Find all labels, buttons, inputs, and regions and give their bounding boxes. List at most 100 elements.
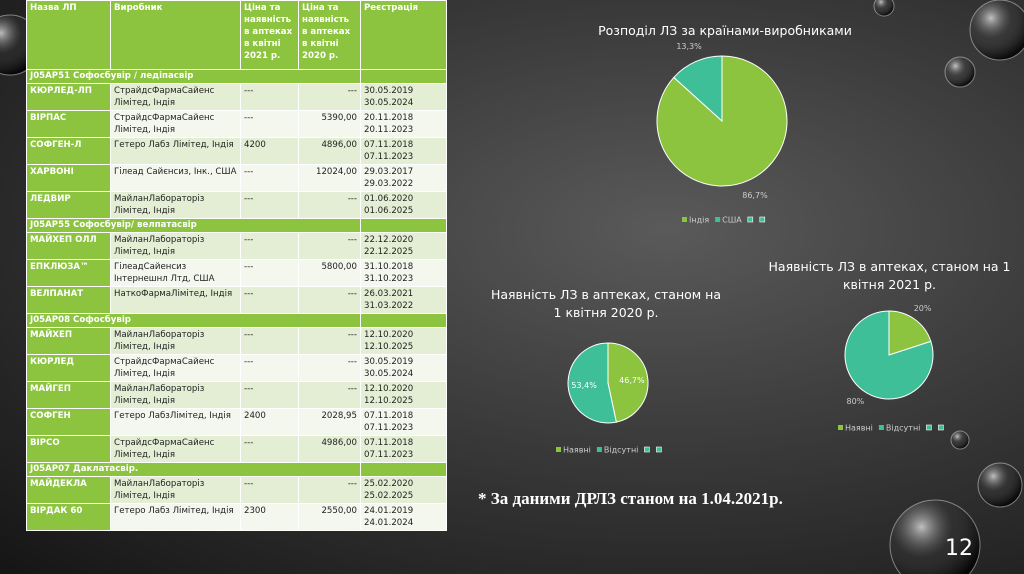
name-cell: МАЙГЕП	[26, 381, 111, 409]
date: 31.03.2022	[364, 301, 414, 311]
footnote: * За даними ДРЛЗ станом на 1.04.2021р.	[478, 489, 783, 508]
date-cell: 12.10.2020 12.10.2025	[360, 327, 447, 355]
cell: ---	[298, 381, 361, 409]
cell: ---	[240, 164, 299, 192]
date: 29.03.2022	[364, 179, 414, 189]
group-row: J05AP08 Софосбувір	[26, 313, 447, 328]
cell: ---	[240, 286, 299, 314]
group-cell	[360, 218, 447, 233]
name-cell: ЕПКЛЮЗА™	[26, 259, 111, 287]
cell: ГілеадСайенсиз Інтернешнл Лтд, США	[110, 259, 241, 287]
cell: 2300	[240, 503, 299, 531]
name-cell: ВІРПАС	[26, 110, 111, 138]
group-row: J05AP51 Софосбувір / ледіпасвір	[26, 69, 447, 84]
group-cell	[360, 69, 447, 84]
legend-marker	[715, 217, 721, 222]
cell: ---	[240, 110, 299, 138]
cell: ---	[298, 286, 361, 314]
cell: МайланЛабораторіз Лімітед, Індія	[110, 476, 241, 504]
name-cell: ЛЕДВИР	[26, 191, 111, 219]
header-row: Назва ЛП Виробник Ціна та наявність в апте…	[26, 0, 447, 70]
date-cell: 22.12.2020 22.12.2025	[360, 232, 447, 260]
date: 29.03.2017	[364, 167, 414, 177]
cell: ---	[298, 354, 361, 382]
data-row: ВЕЛПАНАТ НаткоФармаЛімітед, Індія --- --- 26…	[26, 286, 447, 314]
legend-marker	[759, 216, 766, 223]
date: 22.12.2025	[364, 247, 414, 257]
cell: ---	[240, 83, 299, 111]
legend-marker	[926, 424, 932, 431]
pie-slice	[673, 55, 723, 123]
date: 12.10.2020	[364, 330, 414, 340]
date: 20.11.2023	[364, 125, 414, 135]
cell: 5800,00	[298, 259, 361, 287]
date: 30.05.2024	[364, 98, 414, 108]
cell: ---	[240, 191, 299, 219]
date: 20.11.2018	[364, 113, 414, 123]
legend-marker	[838, 425, 843, 430]
date: 24.01.2019	[364, 506, 414, 516]
legend-label: Індія	[689, 216, 709, 225]
legend-marker	[556, 447, 561, 452]
data-label: 20%	[914, 304, 932, 313]
date: 30.05.2019	[364, 357, 414, 367]
pie-slice	[607, 342, 649, 423]
date: 30.05.2024	[364, 369, 414, 379]
date-cell: 26.03.2021 31.03.2022	[360, 286, 447, 314]
data-row: ВІРПАС СтрайдсФармаСайенс Лімітед, Індія -…	[26, 110, 447, 138]
cell: ---	[298, 191, 361, 219]
data-label: 46,7%	[619, 376, 645, 385]
date: 12.10.2025	[364, 396, 414, 406]
cell: ---	[240, 476, 299, 504]
data-row: ВІРДАК 60 Гетеро Лабз Лімітед, Індія 2300 2…	[26, 503, 447, 531]
date: 25.02.2020	[364, 479, 414, 489]
data-label: 86,7%	[742, 191, 768, 200]
header-cell: Назва ЛП	[26, 0, 111, 70]
group-cell	[360, 313, 447, 328]
data-label: 13,3%	[676, 42, 702, 51]
name-cell: ХАРВОНІ	[26, 164, 111, 192]
cell: ---	[298, 232, 361, 260]
legend-marker	[644, 446, 650, 453]
chart-title: Розподіл ЛЗ за країнами-виробниками	[598, 23, 852, 38]
data-row: ЕПКЛЮЗА™ ГілеадСайенсиз Інтернешнл Лтд, С…	[26, 259, 447, 287]
legend-marker	[656, 446, 662, 453]
group-cell: J05AP08 Софосбувір	[26, 313, 361, 328]
date: 12.10.2025	[364, 342, 414, 352]
date: 22.12.2020	[364, 235, 414, 245]
cell: ---	[240, 259, 299, 287]
date: 30.05.2019	[364, 86, 414, 96]
name-cell: МАЙХЕП ОЛЛ	[26, 232, 111, 260]
data-row: КЮРЛЕД-ЛП СтрайдсФармаСайенс Лімітед, Інд…	[26, 83, 447, 111]
data-row: МАЙДЕКЛА МайланЛабораторіз Лімітед, Індія…	[26, 476, 447, 504]
cell: СтрайдсФармаСайенс Лімітед, Індія	[110, 83, 241, 111]
header-cell: Виробник	[110, 0, 241, 70]
date: 31.10.2023	[364, 274, 414, 284]
data-row: МАЙХЕП ОЛЛ МайланЛабораторіз Лімітед, Інд…	[26, 232, 447, 260]
name-cell: КЮРЛЕД	[26, 354, 111, 382]
date: 25.02.2025	[364, 491, 414, 501]
cell: СтрайдсФармаСайенс Лімітед, Індія	[110, 354, 241, 382]
chart-title: Наявність ЛЗ в аптеках, станом на 1 квіт…	[768, 259, 1011, 292]
name-cell: ВЕЛПАНАТ	[26, 286, 111, 314]
data-row: СОФГЕН-Л Гетеро Лабз Лімітед, Індія 4200 48…	[26, 137, 447, 165]
date: 24.01.2024	[364, 518, 414, 528]
date-cell: 24.01.2019 24.01.2024	[360, 503, 447, 531]
cell: НаткоФармаЛімітед, Індія	[110, 286, 241, 314]
cell: МайланЛабораторіз Лімітед, Індія	[110, 191, 241, 219]
date: 12.10.2020	[364, 384, 414, 394]
data-label: 53,4%	[571, 381, 597, 390]
data-row: МАЙХЕП МайланЛабораторіз Лімітед, Індія --…	[26, 327, 447, 355]
legend-label: США	[722, 216, 742, 225]
data-row: МАЙГЕП МайланЛабораторіз Лімітед, Індія --…	[26, 381, 447, 409]
date-cell: 07.11.2018 07.11.2023	[360, 408, 447, 436]
cell: Гетеро ЛабзЛімітед, Індія	[110, 408, 241, 436]
cell: Гілеад Сайєнсиз, Інк., США	[110, 164, 241, 192]
name-cell: ВІРДАК 60	[26, 503, 111, 531]
legend-marker	[878, 425, 884, 430]
data-row: ЛЕДВИР МайланЛабораторіз Лімітед, Індія --…	[26, 191, 447, 219]
cell: 4986,00	[298, 435, 361, 463]
date-cell: 07.11.2018 07.11.2023	[360, 435, 447, 463]
date: 07.11.2018	[364, 438, 414, 448]
